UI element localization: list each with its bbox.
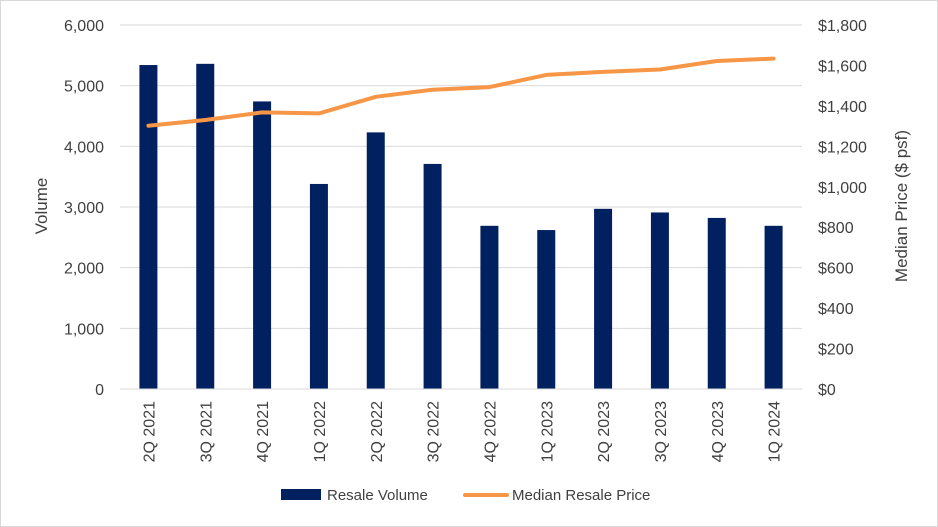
bar-resale-volume bbox=[594, 208, 613, 389]
y-tick-label: 0 bbox=[95, 382, 104, 399]
x-tick-label: 4Q 2023 bbox=[710, 401, 727, 462]
bar-resale-volume bbox=[707, 217, 726, 389]
y2-tick-label: $1,400 bbox=[818, 99, 867, 116]
line-median-resale-price bbox=[146, 56, 776, 128]
x-tick-label: 2Q 2021 bbox=[141, 401, 158, 462]
gridlines bbox=[120, 24, 802, 329]
legend-label-resale-volume: Resale Volume bbox=[327, 487, 428, 504]
y-tick-label: 1,000 bbox=[64, 321, 104, 338]
legend-swatch-resale-volume bbox=[281, 489, 321, 500]
bar-resale-volume bbox=[537, 230, 556, 389]
left-axis: 0 1,000 2,000 3,000 4,000 5,000 6,000 bbox=[64, 18, 104, 399]
right-axis: $0 $200 $400 $600 $800 $1,000 $1,200 $1,400 $1,6… bbox=[818, 18, 867, 399]
x-tick-label: 3Q 2022 bbox=[426, 401, 443, 462]
bar-resale-volume bbox=[650, 212, 669, 389]
y-tick-label: 5,000 bbox=[64, 79, 104, 96]
y-axis-title: Volume bbox=[32, 178, 51, 235]
y2-tick-label: $200 bbox=[818, 342, 854, 359]
y2-tick-label: $600 bbox=[818, 261, 854, 278]
y2-tick-label: $1,800 bbox=[818, 18, 867, 35]
x-tick-label: 2Q 2022 bbox=[369, 401, 386, 462]
x-tick-label: 3Q 2021 bbox=[198, 401, 215, 462]
line-series bbox=[146, 56, 776, 128]
x-tick-label: 4Q 2021 bbox=[255, 401, 272, 462]
bar-series bbox=[139, 63, 783, 390]
bar-resale-volume bbox=[423, 163, 442, 389]
bar-resale-volume bbox=[309, 183, 328, 389]
legend-label-median-resale-price: Median Resale Price bbox=[512, 487, 650, 504]
bar-resale-volume bbox=[480, 225, 499, 389]
x-tick-label: 2Q 2023 bbox=[596, 401, 613, 462]
x-axis: 2Q 2021 3Q 2021 4Q 2021 1Q 2022 2Q 2022 3Q 20… bbox=[120, 388, 802, 462]
y-tick-label: 4,000 bbox=[64, 139, 104, 156]
y-tick-label: 3,000 bbox=[64, 200, 104, 217]
y-tick-label: 2,000 bbox=[64, 261, 104, 278]
bar-resale-volume bbox=[253, 101, 272, 389]
y2-tick-label: $800 bbox=[818, 220, 854, 237]
bar-resale-volume bbox=[764, 225, 783, 389]
x-tick-label: 4Q 2022 bbox=[482, 401, 499, 462]
y2-tick-label: $1,600 bbox=[818, 58, 867, 75]
bar-resale-volume bbox=[139, 65, 158, 389]
bar-resale-volume bbox=[196, 63, 215, 390]
y2-tick-label: $1,000 bbox=[818, 180, 867, 197]
bar-resale-volume bbox=[366, 132, 385, 389]
y2-tick-label: $400 bbox=[818, 301, 854, 318]
y2-tick-label: $1,200 bbox=[818, 139, 867, 156]
legend: Resale Volume Median Resale Price bbox=[281, 487, 650, 504]
y2-axis-title: Median Price ($ psf) bbox=[892, 130, 911, 282]
x-tick-label: 1Q 2022 bbox=[312, 401, 329, 462]
y2-tick-label: $0 bbox=[818, 382, 836, 399]
x-tick-label: 1Q 2023 bbox=[539, 401, 556, 462]
x-tick-label: 3Q 2023 bbox=[653, 401, 670, 462]
x-tick-label: 1Q 2024 bbox=[767, 401, 784, 462]
y-tick-label: 6,000 bbox=[64, 18, 104, 35]
